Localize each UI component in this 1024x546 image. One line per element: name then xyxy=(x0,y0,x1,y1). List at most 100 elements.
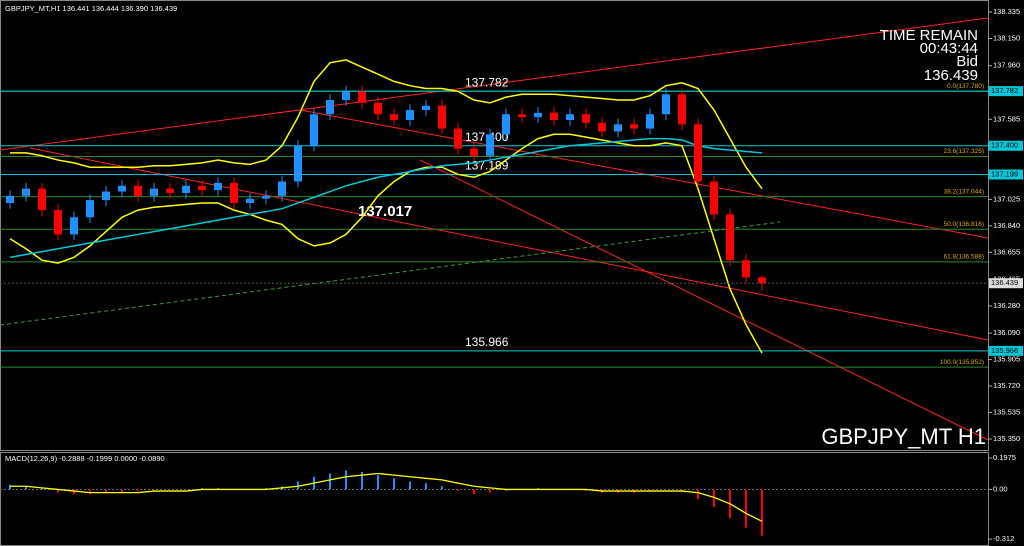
candle-body xyxy=(102,191,110,201)
y-tick-label: 136.840 xyxy=(993,221,1020,230)
macd-bar xyxy=(697,489,699,499)
candle-body xyxy=(310,114,318,146)
price-annotation: 137.017 xyxy=(358,203,412,220)
y-tick-label: 137.585 xyxy=(993,114,1020,123)
level-axis-label: 137.782 xyxy=(991,86,1018,95)
macd-bar xyxy=(649,489,651,492)
fib-label: 61.8(136.588) xyxy=(944,254,984,261)
y-tick-label: 0.00 xyxy=(993,484,1008,493)
macd-bar xyxy=(441,486,443,490)
long-ma xyxy=(0,221,781,326)
candle-body xyxy=(518,114,526,118)
candle-body xyxy=(758,277,766,284)
trend-line xyxy=(0,17,989,151)
fib-label: 100.0(135.852) xyxy=(940,359,984,366)
candle-body xyxy=(246,198,254,203)
candle-body xyxy=(22,188,30,196)
timer-label: TIME REMAIN xyxy=(880,27,978,44)
macd-bar xyxy=(89,489,91,495)
level-axis-label: 137.199 xyxy=(991,169,1018,178)
macd-bar xyxy=(345,470,347,490)
fib-label: 38.2(137.044) xyxy=(944,188,984,195)
candle-body xyxy=(198,185,206,191)
candle-body xyxy=(486,134,494,156)
candle-body xyxy=(358,91,366,103)
y-tick-label: 0.1975 xyxy=(993,453,1016,462)
candle-body xyxy=(150,188,158,196)
level-label: 137.782 xyxy=(465,75,509,89)
candle-body xyxy=(582,114,590,123)
bid-axis-label: 136.439 xyxy=(991,278,1018,287)
candle-body xyxy=(342,91,350,100)
macd-bar xyxy=(537,487,539,490)
level-label: 135.966 xyxy=(465,335,509,349)
candle-body xyxy=(534,112,542,118)
candle-body xyxy=(614,124,622,132)
candle-body xyxy=(422,105,430,110)
candle-body xyxy=(374,102,382,115)
macd-bar xyxy=(361,471,363,490)
macd-bar xyxy=(153,489,155,492)
macd-bar xyxy=(201,487,203,490)
fib-label: 23.6(137.325) xyxy=(944,148,984,155)
candle-body xyxy=(694,124,702,182)
macd-bar xyxy=(329,473,331,490)
macd-bar xyxy=(425,483,427,490)
macd-bar xyxy=(713,489,715,507)
indicator-line xyxy=(9,137,763,259)
y-tick-label: 135.535 xyxy=(993,408,1020,417)
macd-bar xyxy=(57,489,59,493)
candle-body xyxy=(278,181,286,196)
macd-bar xyxy=(377,475,379,490)
macd-bar xyxy=(137,489,139,492)
candle-body xyxy=(438,105,446,129)
macd-bar xyxy=(217,487,219,490)
y-tick-label: 135.905 xyxy=(993,355,1020,364)
candle-body xyxy=(470,148,478,156)
macd-bar xyxy=(73,489,75,495)
candle-body xyxy=(214,182,222,191)
macd-bar xyxy=(41,487,43,490)
macd-bar xyxy=(681,489,683,492)
y-tick-label: 136.090 xyxy=(993,328,1020,337)
candle-body xyxy=(166,188,174,193)
indicator-line xyxy=(9,133,763,354)
candle-body xyxy=(390,114,398,121)
macd-bar xyxy=(121,489,123,493)
watermark: GBPJPY_MT H1 xyxy=(821,424,986,449)
trend-line xyxy=(419,159,989,441)
candle-body xyxy=(230,182,238,203)
level-axis-label: 137.400 xyxy=(991,141,1018,150)
macd-bar xyxy=(297,481,299,490)
candle-body xyxy=(598,122,606,132)
y-tick-label: 137.025 xyxy=(993,194,1020,203)
candle-body xyxy=(678,94,686,125)
macd-bar xyxy=(585,489,587,492)
candle-body xyxy=(406,109,414,121)
candle-body xyxy=(38,188,46,211)
indicator-line xyxy=(10,59,763,190)
macd-bar xyxy=(393,478,395,490)
candle-body xyxy=(70,217,78,235)
candle-body xyxy=(454,128,462,149)
macd-bar xyxy=(473,489,475,495)
y-tick-label: 136.655 xyxy=(993,247,1020,256)
candle-body xyxy=(294,145,302,182)
candle-body xyxy=(550,112,558,121)
level-axis-label: 135.966 xyxy=(991,346,1018,355)
level-box xyxy=(989,140,1023,151)
candle-body xyxy=(182,185,190,193)
candle-body xyxy=(710,181,718,215)
signal-line xyxy=(10,472,763,522)
macd-bar xyxy=(761,489,763,536)
y-tick-label: 135.720 xyxy=(993,381,1020,390)
macd-bar xyxy=(409,481,411,490)
macd-bar xyxy=(265,487,267,490)
macd-bar xyxy=(505,489,507,492)
candle-body xyxy=(86,200,94,218)
candle-body xyxy=(134,185,142,196)
trend-line xyxy=(299,109,989,239)
fib-label: 0.0(137.780) xyxy=(947,83,984,90)
y-tick-label: 135.350 xyxy=(993,434,1020,443)
